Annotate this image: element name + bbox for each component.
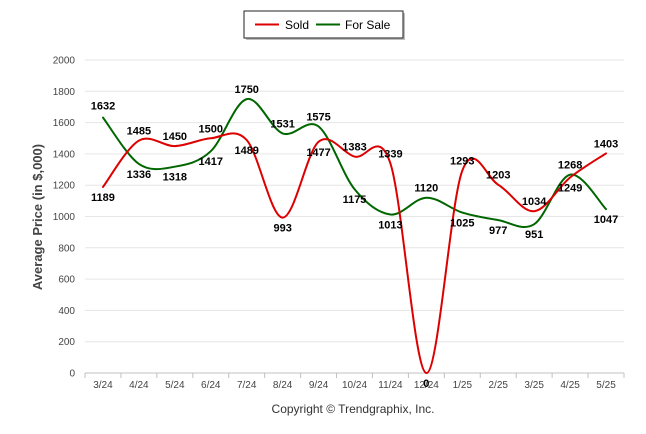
y-tick-label: 2000	[53, 56, 76, 67]
x-tick-label: 9/24	[309, 380, 329, 391]
data-label-for-sale: 977	[489, 225, 507, 237]
x-tick-label: 11/24	[378, 380, 403, 391]
x-tick-label: 5/25	[596, 380, 616, 391]
series-line-sold	[102, 132, 607, 375]
data-label-sold: 1249	[558, 183, 582, 195]
x-tick-label: 4/24	[129, 380, 149, 391]
data-label-sold: 1293	[450, 156, 474, 168]
data-label-sold: 1485	[127, 126, 151, 138]
y-tick-label: 400	[58, 306, 75, 317]
x-tick-label: 4/25	[560, 380, 580, 391]
y-tick-label: 600	[58, 275, 75, 286]
series-line-for-sale	[102, 98, 607, 229]
y-tick-label: 1200	[53, 181, 76, 192]
data-label-sold: 1450	[163, 131, 187, 143]
data-label-sold: 1203	[486, 170, 510, 182]
data-label-for-sale: 1575	[306, 112, 330, 124]
data-label-sold: 1403	[594, 138, 618, 150]
legend-sold-label: Sold	[285, 18, 309, 32]
data-label-sold: 1189	[91, 192, 115, 204]
grid	[85, 59, 624, 343]
data-label-for-sale: 951	[525, 229, 543, 241]
copyright-text: Copyright © Trendgraphix, Inc.	[272, 402, 435, 416]
y-tick-label: 200	[58, 337, 75, 348]
data-label-for-sale: 1417	[199, 156, 223, 168]
data-label-sold: 0	[423, 378, 429, 390]
y-tick-label: 800	[58, 243, 75, 254]
x-tick-label: 10/24	[342, 380, 367, 391]
x-tick-label: 1/25	[453, 380, 473, 391]
legend-forsale-label: For Sale	[345, 18, 391, 32]
data-label-sold: 1489	[234, 145, 258, 157]
x-tick-label: 8/24	[273, 380, 293, 391]
data-label-for-sale: 1750	[234, 84, 258, 96]
x-tick-label: 3/25	[524, 380, 544, 391]
x-tick-label: 6/24	[201, 380, 221, 391]
data-label-for-sale: 1318	[163, 172, 187, 184]
y-tick-label: 1000	[53, 212, 76, 223]
data-label-for-sale: 1336	[127, 169, 151, 181]
series	[102, 98, 607, 375]
x-tick-label: 3/24	[93, 380, 113, 391]
y-axis-title: Average Price (in $,000)	[30, 144, 45, 290]
x-tick-label: 5/24	[165, 380, 185, 391]
data-labels: 1189 1485 1450 1500 1489 993 1477 1383 1339 0 1293…	[91, 84, 619, 390]
data-label-sold: 1477	[306, 147, 330, 159]
data-label-for-sale: 1047	[594, 214, 618, 226]
x-tick-label: 7/24	[237, 380, 257, 391]
data-label-for-sale: 1120	[414, 183, 438, 195]
data-label-for-sale: 1025	[450, 218, 474, 230]
data-label-for-sale: 1175	[343, 194, 367, 206]
data-label-for-sale: 1268	[558, 160, 582, 172]
data-label-sold: 993	[273, 223, 291, 235]
data-label-sold: 1034	[522, 196, 547, 208]
x-tick-label: 2/25	[488, 380, 508, 391]
data-label-sold: 1500	[199, 123, 223, 135]
y-tick-label: 1400	[53, 149, 76, 160]
data-label-sold: 1339	[378, 148, 402, 160]
data-label-for-sale: 1013	[378, 219, 402, 231]
y-tick-label: 0	[69, 369, 75, 380]
legend: Sold For Sale	[243, 10, 405, 40]
x-tick-label: 12/24	[414, 380, 439, 391]
axes: 0 200 400 600 800 1000 1200 1400 1600 1800 2000 3/2…	[53, 56, 625, 391]
y-tick-label: 1800	[53, 87, 76, 98]
y-tick-label: 1600	[53, 118, 76, 129]
data-label-sold: 1383	[342, 142, 366, 154]
data-label-for-sale: 1632	[91, 101, 115, 113]
data-label-for-sale: 1531	[270, 118, 294, 130]
